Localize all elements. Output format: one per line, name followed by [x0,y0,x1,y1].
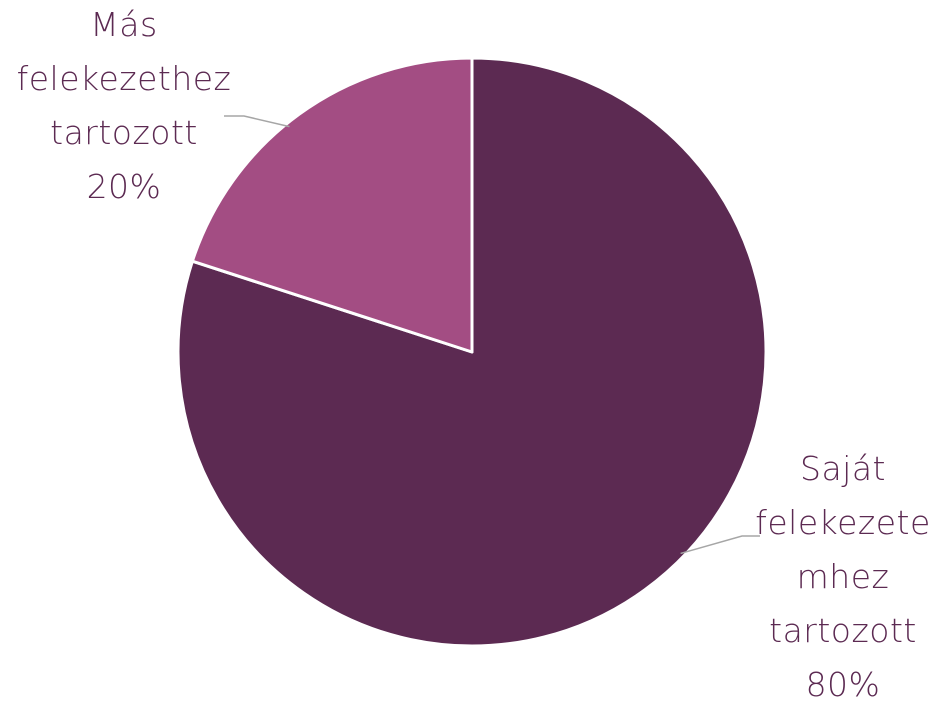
label-percent: 80% [805,665,881,704]
label-line: Más [90,5,158,44]
label-line: felekezethez [16,59,232,98]
label-line: tartozott [769,611,917,650]
label-line: tartozott [50,113,198,152]
label-line: Saját [800,449,886,488]
label-line: mhez [796,557,890,596]
leader-line-other-denomination [224,115,290,128]
pie-chart-svg [176,56,768,648]
leader-line-own-denomination [680,535,760,555]
pie-chart: Más felekezethez tartozott 20% Saját fel… [14,0,931,704]
slice-label-other-denomination: Más felekezethez tartozott 20% [14,0,234,214]
label-percent: 20% [86,167,162,206]
label-line: felekezete [755,503,931,542]
slice-label-own-denomination: Saját felekezete mhez tartozott 80% [748,442,935,712]
pie-slice-other-denomination [190,56,474,354]
